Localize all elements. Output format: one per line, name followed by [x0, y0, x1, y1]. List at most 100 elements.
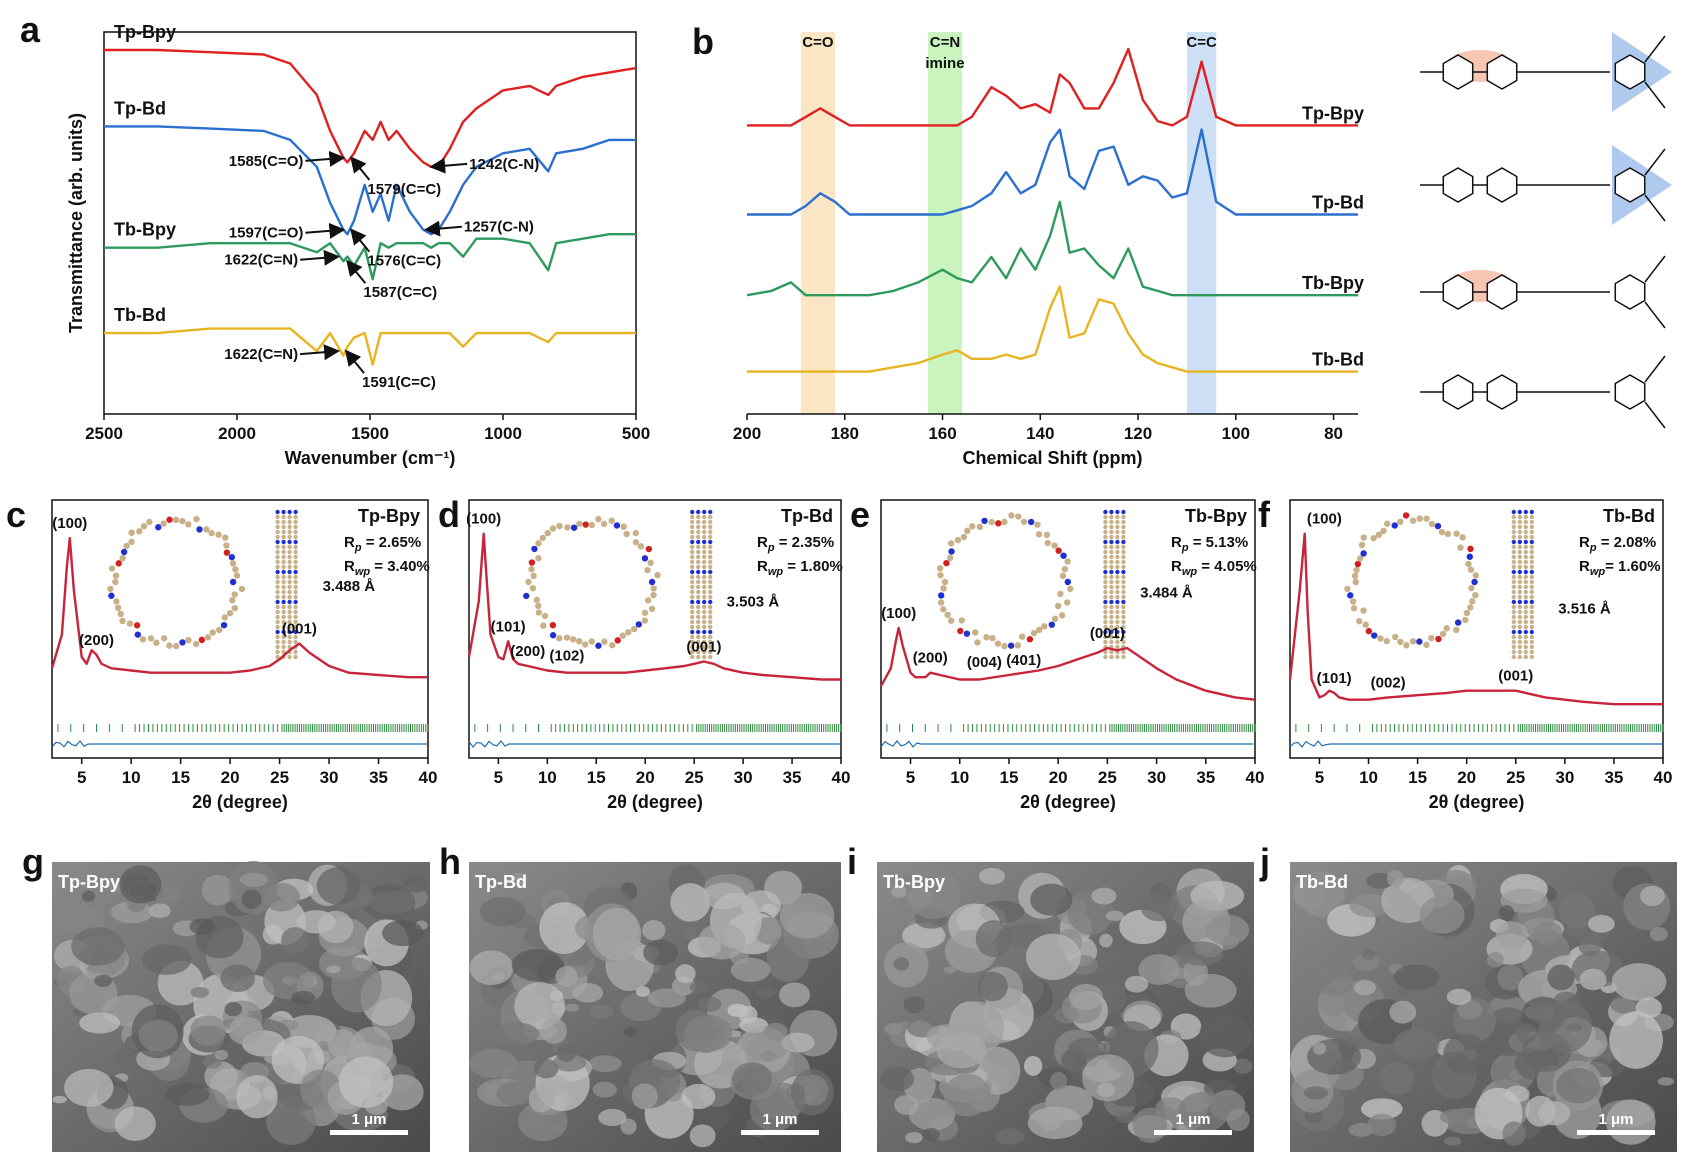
- stack-decor: [1115, 509, 1120, 515]
- stack-decor: [1115, 624, 1120, 630]
- bond-decor: [1644, 148, 1666, 176]
- structure-decor: [608, 517, 615, 524]
- x-tick-label: 35: [1604, 768, 1623, 787]
- stack-decor: [1103, 609, 1108, 615]
- sem-texture: [905, 869, 961, 919]
- x-tick-label: 100: [1222, 424, 1250, 443]
- plot-frame: [1289, 499, 1664, 759]
- scale-label: 1 μm: [1175, 1111, 1210, 1128]
- structure-decor: [544, 529, 551, 537]
- stack-decor: [1511, 559, 1517, 565]
- stack-decor: [293, 549, 298, 555]
- annotation: (001): [686, 639, 721, 656]
- stack-decor: [1121, 519, 1126, 525]
- sem-texture: [592, 1081, 617, 1098]
- stack-decor: [1511, 534, 1517, 540]
- structure-decor: [941, 578, 949, 586]
- stack-decor: [1115, 639, 1120, 645]
- series-label: Tb-Bpy: [1302, 273, 1364, 293]
- ring-decor: [1614, 167, 1646, 203]
- stack-decor: [281, 619, 286, 625]
- stack-decor: [1517, 574, 1523, 580]
- stack-decor: [1103, 509, 1108, 515]
- x-tick-label: 5: [1315, 768, 1324, 787]
- stack-decor: [287, 589, 292, 595]
- structure-decor: [1344, 585, 1351, 593]
- stack-decor: [1523, 634, 1529, 640]
- stack-decor: [1523, 624, 1529, 630]
- structure-decor: [196, 526, 203, 533]
- stack-decor: [1103, 639, 1108, 645]
- sem-texture: [1537, 1101, 1571, 1126]
- stack-decor: [275, 584, 280, 590]
- stack-decor: [696, 634, 701, 640]
- sem-texture: [978, 867, 1006, 885]
- structure-decor: [1409, 517, 1417, 524]
- sem-texture: [1640, 885, 1665, 906]
- stack-decor: [293, 569, 298, 575]
- stack-decor: [1109, 619, 1114, 625]
- sem-texture: [1091, 887, 1117, 905]
- fit-symbol: R: [757, 534, 768, 551]
- stack-decor: [1529, 549, 1535, 555]
- stack-decor: [708, 649, 713, 655]
- stack-decor: [1523, 574, 1529, 580]
- structure-decor: [229, 578, 237, 586]
- stack-decor: [287, 529, 292, 535]
- stack-decor: [1511, 624, 1517, 630]
- annotation: (001): [1090, 625, 1125, 642]
- structure-decor: [969, 523, 976, 530]
- stack-decor: [275, 629, 280, 635]
- series-line: [747, 128, 1358, 216]
- stack-decor: [708, 544, 713, 550]
- band-label: C=N: [930, 34, 960, 51]
- stack-decor: [281, 579, 286, 585]
- structure-decor: [1048, 621, 1056, 628]
- stack-decor: [1511, 654, 1517, 660]
- sem-texture: [738, 1005, 758, 1024]
- stack-decor: [1121, 579, 1126, 585]
- stack-decor: [293, 509, 298, 515]
- annotation-arrow: [346, 259, 367, 284]
- stack-decor: [708, 529, 713, 535]
- stack-decor: [702, 649, 707, 655]
- stack-decor: [696, 644, 701, 650]
- sem-label: Tb-Bpy: [883, 872, 945, 892]
- structure-decor: [238, 585, 246, 593]
- structure-decor: [619, 632, 626, 639]
- sem-texture: [763, 1022, 788, 1041]
- structure-decor: [172, 516, 180, 524]
- stack-decor: [690, 619, 695, 625]
- stack-decor: [1109, 524, 1114, 530]
- sem-texture: [682, 926, 697, 941]
- structure-decor: [231, 604, 239, 612]
- stack-decor: [1109, 534, 1114, 540]
- stack-decor: [708, 534, 713, 540]
- structure-decor: [1438, 528, 1446, 536]
- structure-decor: [1439, 630, 1447, 638]
- stack-decor: [1523, 534, 1529, 540]
- stack-decor: [1511, 529, 1517, 535]
- sem-texture: [1495, 921, 1528, 949]
- sem-texture: [684, 1016, 726, 1054]
- stack-decor: [275, 654, 280, 660]
- structure-decor: [989, 634, 996, 642]
- structure-decor: [1041, 623, 1048, 630]
- structure-decor: [1014, 642, 1022, 649]
- stack-decor: [1517, 549, 1523, 555]
- ring-decor: [1442, 374, 1474, 410]
- band: [800, 32, 835, 414]
- stack-decor: [287, 554, 292, 560]
- sem-texture: [1226, 1108, 1250, 1132]
- structure-decor: [208, 529, 215, 537]
- stack-decor: [287, 564, 292, 570]
- structure-decor: [645, 545, 653, 553]
- series-label: Tb-Bpy: [1185, 506, 1247, 526]
- sem-texture: [1556, 1068, 1600, 1104]
- stack-decor: [275, 524, 280, 530]
- structure-decor: [1397, 638, 1404, 646]
- sem-texture: [214, 1049, 229, 1061]
- structure-decor: [623, 530, 630, 538]
- fit-value: = 4.05%: [1197, 558, 1257, 575]
